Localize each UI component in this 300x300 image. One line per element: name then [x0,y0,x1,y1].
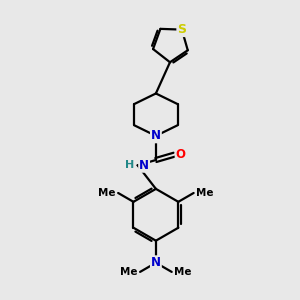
Text: N: N [151,256,161,269]
Text: Me: Me [174,267,192,277]
Text: S: S [177,23,186,36]
Text: N: N [139,159,149,172]
Text: O: O [176,148,186,161]
Text: Me: Me [120,267,138,277]
Text: H: H [125,160,134,170]
Text: Me: Me [98,188,116,198]
Text: N: N [151,129,161,142]
Text: Me: Me [196,188,214,198]
